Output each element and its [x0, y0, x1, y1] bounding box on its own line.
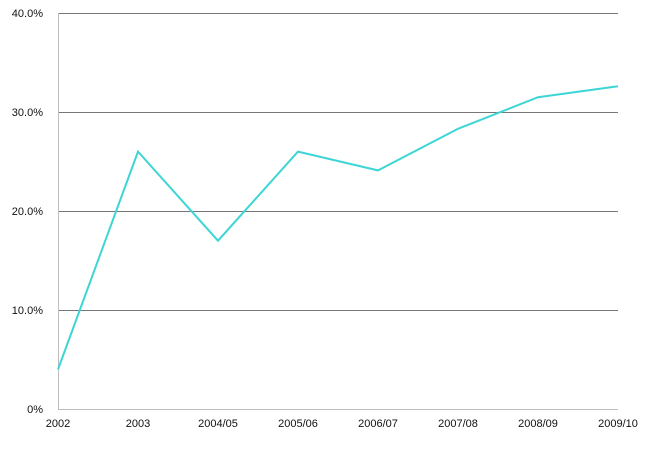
data-point — [137, 151, 139, 153]
data-point — [617, 85, 619, 87]
data-point — [297, 151, 299, 153]
x-tick-label: 2006/07 — [358, 418, 398, 430]
x-tick-label: 2004/05 — [198, 418, 238, 430]
grid-layer — [58, 13, 618, 311]
y-tick-label: 10.0% — [12, 305, 43, 317]
data-point — [217, 240, 219, 242]
data-point — [537, 96, 539, 98]
x-tick-label: 2008/09 — [518, 418, 558, 430]
y-tick-label: 20.0% — [12, 206, 43, 218]
series-layer — [57, 85, 619, 370]
x-tick-label: 2005/06 — [278, 418, 318, 430]
data-point — [457, 128, 459, 130]
data-point — [377, 169, 379, 171]
series-line — [57, 85, 619, 370]
x-tick-label: 2002 — [46, 418, 70, 430]
x-tick-label: 2009/10 — [598, 418, 638, 430]
y-tick-label: 0% — [27, 404, 43, 416]
label-layer: 0% 10.0% 20.0% 30.0% 40.0% 2002 2003 2004/05 200… — [12, 8, 638, 430]
data-point — [57, 368, 59, 370]
x-tick-label: 2007/08 — [438, 418, 478, 430]
x-tick-label: 2003 — [126, 418, 150, 430]
axis-layer — [58, 13, 618, 410]
y-tick-label: 30.0% — [12, 107, 43, 119]
y-tick-label: 40.0% — [12, 8, 43, 20]
